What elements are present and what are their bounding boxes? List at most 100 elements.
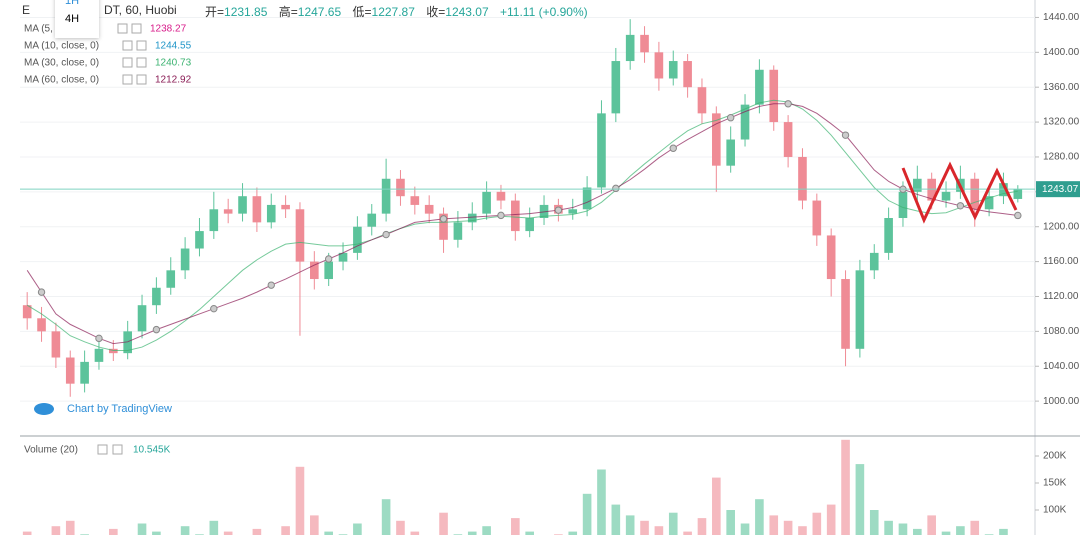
volume-bar (668, 512, 678, 535)
volume-bar (611, 504, 621, 535)
candle-body (467, 213, 477, 223)
interval-option[interactable]: 4H (65, 13, 80, 25)
ma-marker (210, 304, 218, 313)
volume-bar (137, 523, 147, 535)
last-price-box (1036, 181, 1080, 198)
candle-body (238, 196, 247, 214)
legend-value: 1240.73 (155, 58, 192, 69)
volume-bar (826, 504, 836, 535)
volume-bar (223, 531, 233, 535)
ma-marker (382, 230, 390, 239)
ma-marker (554, 206, 563, 214)
volume-bar (812, 512, 822, 535)
volume-bar (841, 439, 850, 535)
ma-marker (612, 184, 620, 193)
candle-body (582, 187, 592, 210)
volume-bar (439, 512, 448, 535)
y-tick-label: 1000.00 (1043, 396, 1080, 407)
candle-body (769, 69, 779, 123)
icon (122, 74, 133, 85)
candle-body (166, 270, 176, 288)
legend-value: 1238.27 (150, 24, 187, 35)
volume-bar (769, 515, 779, 535)
candle-body (65, 357, 75, 384)
candle-body (482, 191, 491, 214)
volume-bar (482, 526, 491, 535)
legend-name: MA (30, close, 0) (24, 58, 99, 69)
volume-bar (295, 466, 305, 535)
watermark-logo (34, 403, 54, 415)
volume-bar (381, 499, 391, 535)
candle-body (37, 318, 46, 332)
title-start: E (22, 3, 30, 17)
low-label: 低= (352, 5, 372, 19)
y-tick-label: 1120.00 (1043, 291, 1079, 302)
y-tick-label: 1280.00 (1043, 152, 1080, 163)
title-end: DT, 60, Huobi (104, 3, 177, 17)
volume-bar (855, 464, 865, 535)
open-label: 开= (205, 5, 225, 19)
y-tick-label: 1160.00 (1043, 256, 1079, 267)
icon (136, 74, 147, 85)
candle-body (381, 178, 391, 214)
volume-bar (755, 499, 764, 535)
candle-body (941, 191, 951, 201)
candle-body (94, 348, 104, 362)
candle-body (640, 34, 649, 53)
candle-body (869, 252, 879, 271)
volume-bar (582, 493, 592, 535)
candle-body (597, 113, 606, 188)
candle-body (195, 231, 204, 249)
candle-body (310, 261, 319, 280)
candle-body (295, 209, 305, 262)
volume-bar (310, 515, 319, 535)
volume-bar (783, 520, 793, 535)
ma-marker (1014, 211, 1022, 220)
last-price-label: 1243.07 (1042, 184, 1079, 195)
drawn-zigzag (901, 161, 1018, 224)
volume-bar (281, 526, 290, 535)
candle-body (22, 305, 32, 319)
volume-bar (941, 531, 951, 535)
plot (20, 19, 1035, 535)
volume-name: Volume (20) (24, 445, 78, 456)
ma-marker (324, 255, 333, 263)
candle-body (668, 61, 678, 79)
ma-marker (439, 215, 448, 223)
volume-bar (65, 520, 75, 535)
ma-marker (95, 334, 103, 343)
candle-body (439, 213, 448, 240)
candle-body (410, 196, 420, 205)
volume-bar (697, 518, 707, 535)
ma-marker (726, 114, 735, 122)
volume-bar (324, 531, 333, 535)
interval-menu[interactable]: 1H 4H (55, 0, 99, 38)
candle-body (367, 213, 377, 227)
icon (122, 57, 133, 68)
ma-marker (497, 211, 505, 220)
volume-bar (927, 515, 936, 535)
candle-body (568, 209, 578, 214)
candle-body (812, 200, 822, 236)
candle-body (970, 178, 980, 210)
icon (117, 23, 128, 34)
candle-body (424, 204, 434, 214)
legend-name: MA (10, close, 0) (24, 41, 99, 52)
ma-marker (841, 131, 850, 139)
legend-value: 1212.92 (155, 75, 192, 86)
volume-bar (798, 526, 807, 535)
candle-body (51, 331, 61, 358)
y-tick-label: 1320.00 (1043, 117, 1080, 128)
volume-bar (152, 531, 161, 535)
ma-line (26, 99, 1018, 352)
volume-bar (740, 523, 750, 535)
volume-bar (180, 526, 190, 535)
ma-marker (956, 202, 965, 210)
open-value: 1231.85 (224, 5, 268, 19)
interval-option[interactable]: 1H (65, 0, 80, 7)
icon (122, 40, 133, 51)
volume-bar (525, 531, 534, 535)
ma-marker (669, 144, 677, 152)
low-value: 1227.87 (371, 5, 415, 19)
